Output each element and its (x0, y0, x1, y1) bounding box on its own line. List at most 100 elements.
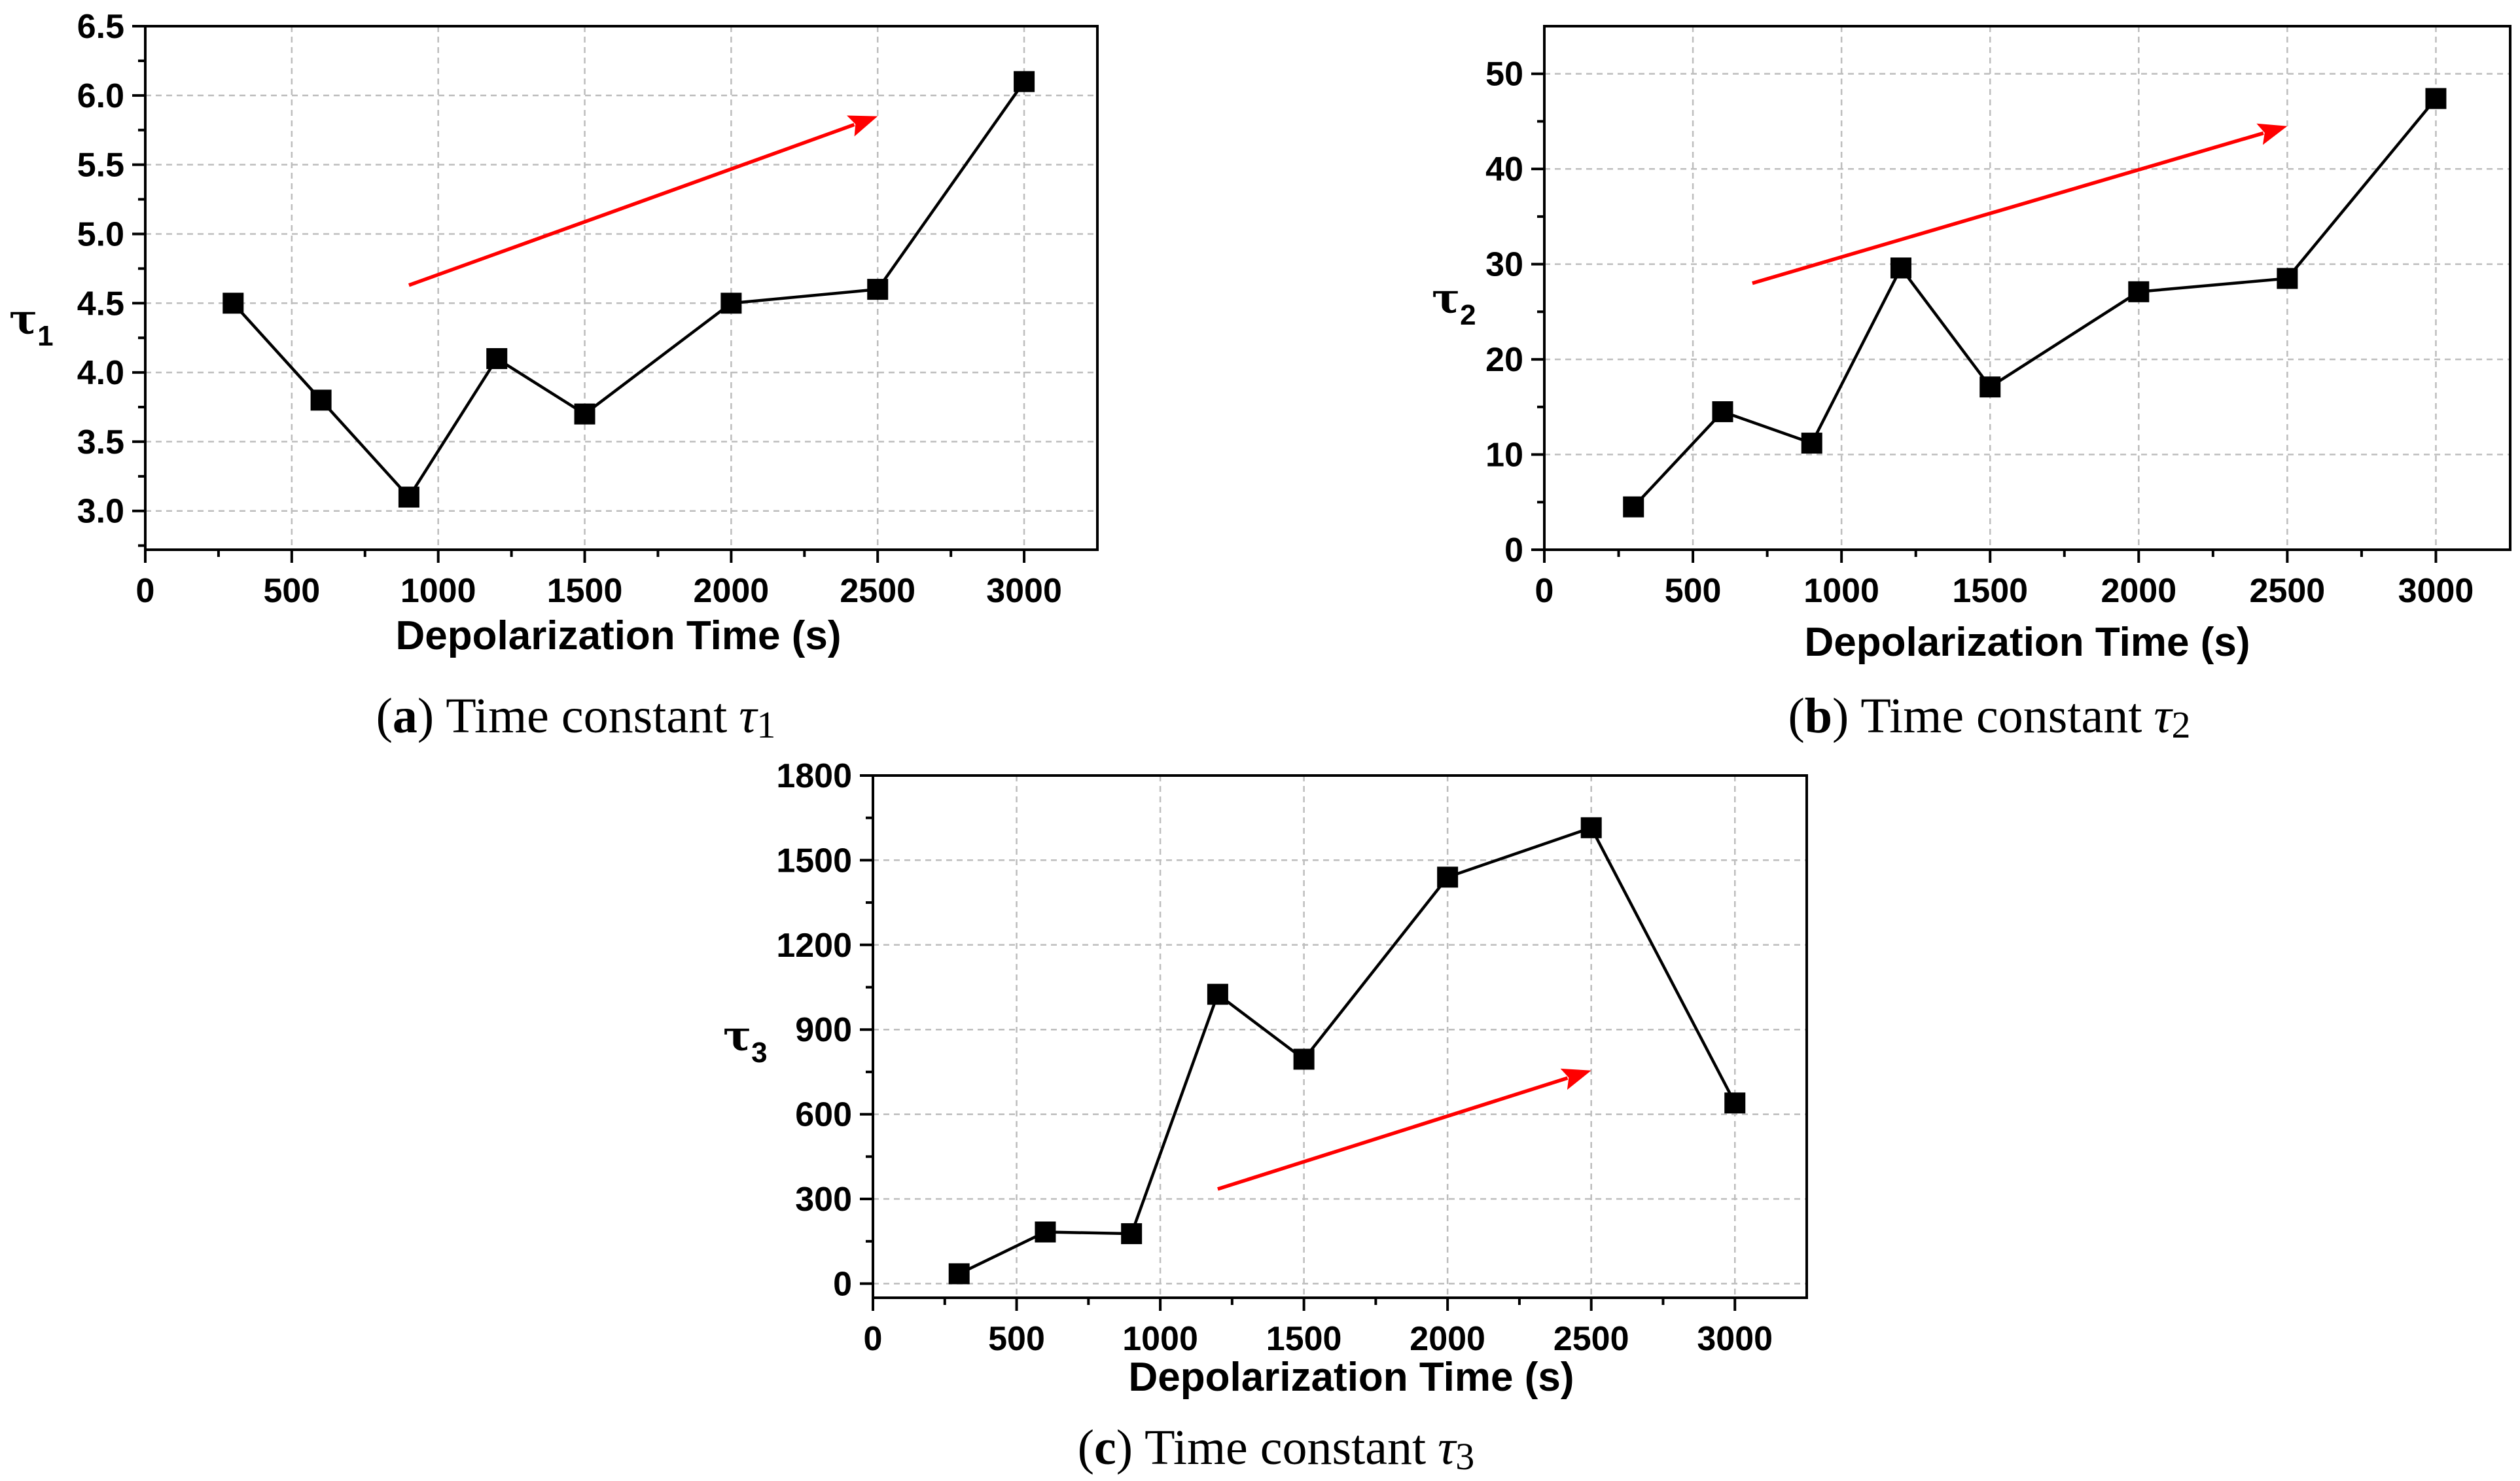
data-point (1890, 257, 1911, 279)
grid-lines (873, 776, 1807, 1298)
axis-ticks (1531, 72, 2438, 563)
caption-text: Time constant (1145, 1420, 1426, 1475)
y-tick-label: 20 (1485, 341, 1523, 379)
y-axis-title-symbol: τ (1432, 274, 1460, 323)
caption-paren-open: ( (376, 688, 393, 743)
y-tick-labels: 3.0 3.5 4.0 4.5 5.0 5.5 6.0 6.5 (77, 8, 124, 531)
data-point (1623, 496, 1644, 518)
x-tick-label: 1000 (400, 572, 476, 610)
caption-symbol: τ (2154, 688, 2173, 743)
x-tick-label: 1500 (1266, 1320, 1342, 1358)
x-tick-labels: 0 500 1000 1500 2000 2500 3000 (136, 572, 1062, 610)
y-tick-label: 0 (1504, 531, 1523, 569)
series-line-tau1 (232, 80, 1025, 500)
plot-frame (1543, 25, 2511, 551)
caption-text: Time constant (446, 688, 727, 743)
data-point (574, 403, 595, 425)
y-tick-label: 1200 (776, 927, 852, 965)
x-tick-label: 2000 (694, 572, 770, 610)
y-axis-title: τ3 (723, 1012, 768, 1069)
data-point (2425, 88, 2447, 109)
x-tick-label: 0 (136, 572, 155, 610)
y-tick-label: 900 (795, 1011, 852, 1049)
caption-paren-close: ) (1832, 688, 1849, 743)
caption-paren-close: ) (1116, 1420, 1133, 1475)
caption-index: 2 (2172, 704, 2191, 746)
caption-paren-close: ) (417, 688, 434, 743)
x-tick-label: 3000 (1697, 1320, 1773, 1358)
y-tick-label: 3.5 (77, 423, 124, 461)
data-point (2128, 281, 2150, 302)
trend-arrow-shaft (1217, 1076, 1569, 1191)
x-tick-labels: 0 500 1000 1500 2000 2500 3000 (1535, 572, 2474, 610)
x-tick-label: 2500 (840, 572, 915, 610)
caption-label: c (1094, 1420, 1116, 1475)
grid-lines (145, 26, 1097, 550)
caption-b: (b) Time constant τ2 (1788, 688, 2190, 746)
x-axis-title: Depolarization Time (s) (396, 613, 842, 658)
y-tick-label: 6.0 (77, 77, 124, 115)
data-point (2277, 268, 2298, 289)
caption-a: (a) Time constant τ1 (376, 688, 776, 746)
y-tick-label: 40 (1485, 151, 1523, 188)
x-tick-label: 2000 (1410, 1320, 1485, 1358)
data-point (1712, 401, 1733, 423)
x-tick-label: 2500 (2250, 572, 2326, 610)
y-tick-label: 10 (1485, 437, 1523, 474)
x-tick-label: 3000 (2398, 572, 2474, 610)
caption-label: a (393, 688, 417, 743)
chart-panel-c: 0 500 1000 1500 2000 2500 3000 0 300 600 900 1200 1… (723, 757, 1808, 1478)
y-axis-title-index: 2 (1460, 299, 1476, 331)
caption-index: 1 (756, 704, 775, 746)
x-tick-label: 1500 (1952, 572, 2028, 610)
y-tick-label: 5.0 (77, 215, 124, 253)
caption-label: b (1805, 688, 1832, 743)
trend-arrow-shaft (1752, 131, 2264, 285)
y-tick-label: 1500 (776, 842, 852, 880)
data-point (867, 279, 889, 300)
y-tick-label: 6.5 (77, 8, 124, 46)
y-tick-label: 1800 (776, 757, 852, 795)
y-tick-labels: 0 300 600 900 1200 1500 1800 (776, 757, 852, 1303)
x-axis-title: Depolarization Time (s) (1805, 620, 2250, 665)
y-axis-title-index: 1 (37, 320, 53, 352)
data-point (1437, 866, 1459, 888)
trend-arrow (1217, 1068, 1591, 1191)
x-tick-label: 1000 (1803, 572, 1879, 610)
y-axis-title-symbol: τ (723, 1012, 751, 1061)
y-tick-label: 300 (795, 1181, 852, 1219)
caption-c: (c) Time constant τ3 (1078, 1420, 1475, 1478)
caption-index: 3 (1455, 1435, 1474, 1478)
caption-symbol: τ (1438, 1420, 1457, 1475)
x-axis-title: Depolarization Time (s) (1129, 1355, 1574, 1400)
caption-paren-open: ( (1788, 688, 1804, 743)
x-tick-label: 500 (1665, 572, 1722, 610)
y-tick-label: 600 (795, 1096, 852, 1134)
caption-symbol: τ (739, 688, 758, 743)
x-tick-label: 1500 (547, 572, 623, 610)
data-point (310, 389, 332, 411)
chart-panel-b: 0 500 1000 1500 2000 2500 3000 0 10 20 30 40 50 Dep… (1432, 25, 2511, 746)
y-axis-title-index: 3 (751, 1037, 767, 1069)
grid-lines (1544, 26, 2510, 550)
data-point (222, 293, 244, 314)
x-tick-label: 0 (1535, 572, 1554, 610)
y-axis-title: τ2 (1432, 274, 1476, 331)
axis-ticks (132, 25, 1026, 563)
trend-arrow (408, 115, 878, 287)
x-tick-labels: 0 500 1000 1500 2000 2500 3000 (864, 1320, 1773, 1358)
x-tick-label: 500 (988, 1320, 1045, 1358)
y-tick-label: 4.5 (77, 285, 124, 323)
x-tick-label: 2500 (1553, 1320, 1629, 1358)
data-point (1207, 984, 1228, 1005)
series-line-tau3 (958, 826, 1737, 1276)
y-tick-label: 0 (833, 1265, 852, 1303)
data-markers (222, 71, 1035, 508)
y-tick-label: 30 (1485, 246, 1523, 284)
data-point (1801, 433, 1822, 454)
x-tick-label: 3000 (986, 572, 1062, 610)
trend-arrow-head (1560, 1068, 1591, 1090)
caption-text: Time constant (1860, 688, 2142, 743)
y-tick-labels: 0 10 20 30 40 50 (1485, 56, 1523, 569)
y-axis-title: τ1 (9, 295, 54, 352)
